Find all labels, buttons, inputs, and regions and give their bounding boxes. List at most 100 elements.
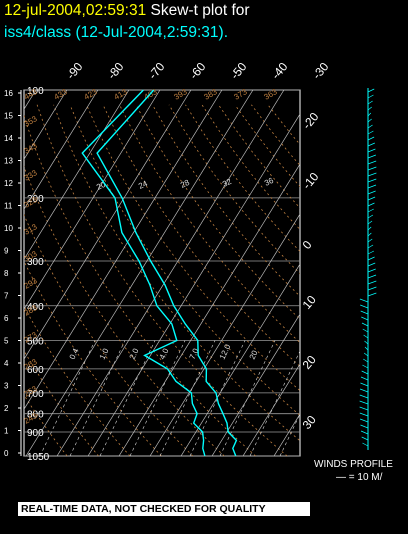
mixing-ratio-label: 12.0 bbox=[218, 342, 233, 360]
wind-barb bbox=[367, 208, 374, 213]
date-stamp: 12-jul-2004,02:59:31 bbox=[4, 2, 147, 19]
wind-barb bbox=[367, 220, 373, 225]
dry-adiabat bbox=[234, 104, 300, 188]
isotherm-line bbox=[24, 90, 223, 410]
theta-label: 353 bbox=[23, 114, 40, 129]
height-tick-label: 6 bbox=[4, 314, 9, 323]
wind-barb bbox=[367, 124, 373, 129]
wind-barb bbox=[360, 382, 369, 387]
dry-adiabat bbox=[135, 104, 300, 320]
dry-adiabat bbox=[218, 104, 300, 209]
winds-profile-caption: WINDS PROFILE bbox=[314, 459, 393, 470]
mixing-ratio-label: 2.0 bbox=[128, 346, 141, 360]
pressure-label: 200 bbox=[27, 194, 44, 205]
wind-barb bbox=[367, 268, 376, 273]
isotherm-line bbox=[24, 90, 99, 210]
wind-barb bbox=[367, 202, 375, 207]
height-tick-label: 2 bbox=[4, 404, 9, 413]
theta-label: 433 bbox=[53, 87, 70, 102]
dry-adiabat bbox=[152, 104, 300, 297]
isotherm-line bbox=[24, 90, 161, 310]
wind-barb bbox=[367, 232, 372, 237]
top-temp-tick: -80 bbox=[105, 59, 127, 82]
title-line-1: 12-jul-2004,02:59:31 Skew-t plot for bbox=[4, 2, 250, 20]
top-temp-tick: -50 bbox=[228, 59, 250, 82]
isotherm-line bbox=[242, 363, 300, 456]
theta-label: 393 bbox=[173, 87, 190, 102]
wind-barb bbox=[363, 334, 369, 339]
wind-barb bbox=[360, 376, 369, 381]
pressure-label: 300 bbox=[27, 257, 44, 268]
isotherm-line bbox=[118, 163, 300, 456]
dewpoint-profile bbox=[81, 89, 206, 457]
wind-barb bbox=[367, 142, 375, 147]
wind-barb bbox=[367, 226, 372, 231]
right-temp-tick: 10 bbox=[300, 292, 320, 311]
wind-barb bbox=[367, 262, 376, 267]
wind-barb bbox=[367, 178, 377, 183]
isotherm-line bbox=[211, 313, 300, 456]
height-tick-label: 16 bbox=[4, 89, 13, 98]
theta-label: 313 bbox=[23, 222, 40, 237]
temperature-profile bbox=[96, 89, 238, 457]
dry-adiabat bbox=[24, 350, 99, 456]
dry-adiabat bbox=[201, 104, 300, 231]
wind-barb bbox=[361, 322, 369, 327]
theta-label: 423 bbox=[83, 87, 100, 102]
isotherm-line bbox=[24, 90, 130, 260]
wind-barb bbox=[367, 274, 377, 279]
dry-adiabat bbox=[168, 104, 300, 275]
wind-barb bbox=[361, 370, 369, 375]
top-temp-tick: -70 bbox=[146, 59, 168, 82]
theta-label: 343 bbox=[23, 141, 40, 156]
height-tick-label: 4 bbox=[4, 359, 9, 368]
right-temp-tick: 30 bbox=[300, 412, 320, 431]
pressure-label: 400 bbox=[27, 302, 44, 313]
mixing-ratio-label: 20 bbox=[248, 348, 260, 360]
wind-barb bbox=[367, 280, 377, 285]
right-temp-tick: -10 bbox=[300, 169, 322, 192]
height-tick-label: 7 bbox=[4, 292, 9, 301]
dry-adiabat bbox=[24, 114, 256, 456]
theta-label: 373 bbox=[233, 87, 250, 102]
wind-barb bbox=[367, 214, 374, 219]
height-tick-label: 0 bbox=[4, 449, 9, 458]
isotherm-line bbox=[149, 213, 300, 456]
wind-barb bbox=[362, 364, 369, 369]
height-tick-label: 8 bbox=[4, 269, 9, 278]
wind-barb bbox=[363, 358, 369, 363]
wind-barb bbox=[361, 436, 369, 441]
wind-barb bbox=[367, 238, 373, 243]
pressure-label: 100 bbox=[27, 86, 44, 97]
subtitle: iss4/class (12-Jul-2004,2:59:31). bbox=[4, 24, 229, 41]
wind-barb bbox=[362, 442, 369, 447]
pressure-label: 900 bbox=[27, 428, 44, 439]
wind-barb bbox=[367, 148, 376, 153]
dry-adiabat bbox=[119, 104, 300, 344]
height-tick-label: 14 bbox=[4, 134, 13, 143]
right-temp-tick: 20 bbox=[300, 352, 320, 371]
wind-barb bbox=[367, 166, 377, 171]
wind-barb bbox=[367, 94, 374, 99]
pressure-label: 1050 bbox=[27, 452, 50, 463]
wind-barb bbox=[367, 172, 377, 177]
isotherm-line bbox=[87, 113, 300, 456]
quality-notice-banner: REAL-TIME DATA, NOT CHECKED FOR QUALITY bbox=[18, 502, 310, 516]
plot-frame bbox=[23, 89, 301, 457]
dry-adiabat bbox=[69, 104, 300, 416]
dry-adiabat bbox=[24, 213, 194, 456]
wind-barb bbox=[359, 298, 369, 303]
pressure-label: 700 bbox=[27, 389, 44, 400]
dry-adiabat bbox=[267, 104, 300, 146]
wind-barb bbox=[363, 352, 369, 357]
isotherm-line bbox=[305, 90, 408, 456]
wind-barb bbox=[360, 424, 369, 429]
isotherm-label: 32 bbox=[221, 177, 233, 189]
dry-adiabat bbox=[251, 104, 300, 166]
top-temp-tick: -60 bbox=[187, 59, 209, 82]
right-temp-tick: 0 bbox=[300, 238, 315, 252]
top-temp-tick: -90 bbox=[64, 59, 86, 82]
wind-barb bbox=[359, 394, 369, 399]
wind-barb bbox=[367, 250, 375, 255]
isotherm-line bbox=[180, 263, 300, 456]
